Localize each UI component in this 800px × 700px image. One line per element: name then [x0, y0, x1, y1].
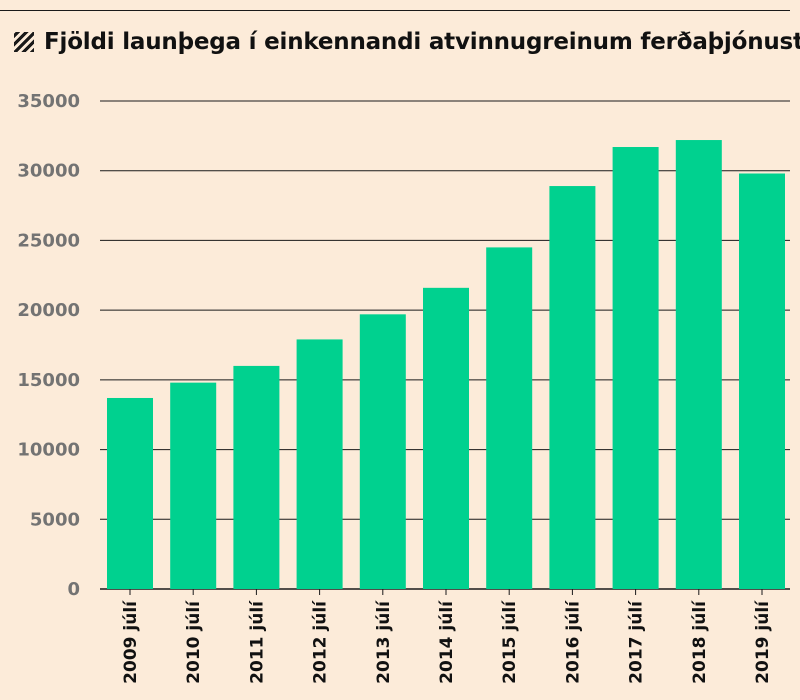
bar [423, 287, 469, 589]
y-tick-label: 10000 [17, 440, 80, 461]
x-tick-label: 2014 júlí [437, 600, 457, 684]
y-tick-label: 30000 [17, 161, 80, 182]
x-tick-label: 2010 júlí [184, 600, 204, 684]
bar [675, 140, 722, 590]
y-tick-label: 25000 [17, 230, 80, 251]
x-tick-label: 2012 júlí [311, 600, 331, 684]
title-row: Fjöldi launþega í einkennandi atvinnugre… [14, 27, 800, 57]
y-tick-label: 5000 [30, 509, 80, 530]
x-tick-label: 2016 júlí [563, 600, 583, 684]
y-tick-label: 0 [67, 579, 80, 600]
bar [359, 314, 406, 589]
bar [107, 397, 153, 589]
bar [233, 365, 280, 589]
x-tick-label: 2009 júlí [121, 600, 141, 684]
x-tick-label: 2015 júlí [500, 600, 520, 684]
x-tick-label: 2018 júlí [690, 600, 710, 684]
y-tick-label: 15000 [17, 370, 80, 391]
bar [170, 382, 217, 589]
x-tick-label: 2017 júlí [627, 600, 647, 684]
bar [296, 339, 343, 589]
hatch-icon [14, 32, 34, 52]
y-tick-label: 35000 [17, 91, 80, 112]
x-tick-label: 2019 júlí [753, 600, 773, 684]
bar [739, 173, 785, 589]
x-tick-label: 2013 júlí [374, 600, 394, 684]
top-rule [0, 10, 790, 11]
bar [612, 147, 659, 590]
x-tick-label: 2011 júlí [247, 600, 267, 684]
chart-title: Fjöldi launþega í einkennandi atvinnugre… [44, 29, 800, 55]
y-tick-label: 20000 [17, 300, 80, 321]
bar [486, 247, 533, 589]
bar [549, 186, 596, 589]
